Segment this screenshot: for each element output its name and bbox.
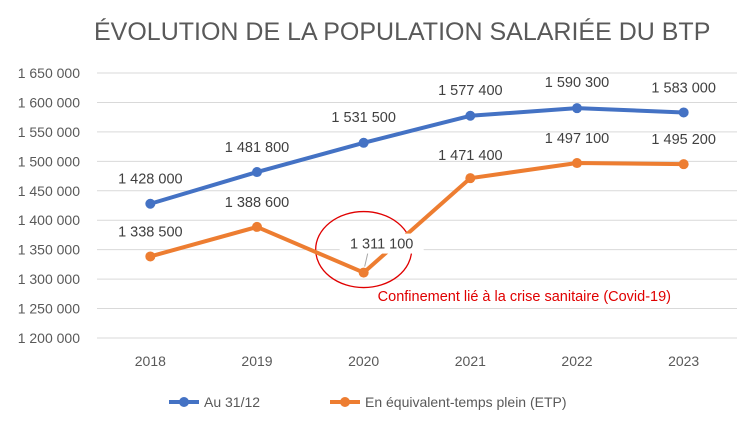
data-point <box>465 110 476 121</box>
y-tick-label: 1 250 000 <box>18 301 80 317</box>
data-label: 1 338 500 <box>118 224 183 240</box>
gridlines <box>97 72 737 339</box>
data-point <box>252 221 262 232</box>
data-label: 1 428 000 <box>118 172 183 188</box>
y-tick-label: 1 550 000 <box>18 124 80 140</box>
series-line <box>149 106 684 206</box>
chart-title: ÉVOLUTION DE LA POPULATION SALARIÉE DU B… <box>94 17 710 46</box>
legend-marker <box>179 397 189 407</box>
data-point <box>572 103 582 114</box>
series-line <box>149 161 684 275</box>
data-point <box>572 158 582 169</box>
x-tick-label: 2018 <box>135 353 166 369</box>
x-tick-label: 2022 <box>561 353 592 369</box>
data-label: 1 497 100 <box>545 131 610 147</box>
data-label: 1 311 100 <box>350 237 413 253</box>
data-point <box>358 267 369 278</box>
y-tick-label: 1 500 000 <box>18 153 80 169</box>
y-tick-label: 1 350 000 <box>18 242 80 258</box>
data-point <box>252 167 262 178</box>
x-tick-label: 2020 <box>348 353 379 369</box>
x-tick-label: 2023 <box>668 353 699 369</box>
x-axis-ticks: 2018 2019 2020 2021 2022 2023 <box>135 353 700 369</box>
y-axis-ticks: 1 200 000 1 250 000 1 300 000 1 350 000 1 40… <box>18 65 80 346</box>
data-labels: 1 428 000 1 481 800 1 531 500 1 577 400 1 59… <box>118 75 716 267</box>
annotation-text: Confinement lié à la crise sanitaire (Co… <box>378 289 671 305</box>
data-label: 1 471 400 <box>438 148 503 164</box>
legend-label: Au 31/12 <box>204 394 260 410</box>
x-tick-label: 2021 <box>455 353 486 369</box>
x-tick-label: 2019 <box>241 353 272 369</box>
y-tick-label: 1 600 000 <box>18 94 80 110</box>
covid-annotation: Confinement lié à la crise sanitaire (Co… <box>315 210 671 305</box>
data-label: 1 590 300 <box>545 75 610 91</box>
data-label: 1 481 800 <box>225 140 290 156</box>
data-label: 1 388 600 <box>225 195 290 211</box>
data-label: 1 583 000 <box>651 80 716 96</box>
legend: Au 31/12 En équivalent-temps plein (ETP) <box>169 394 567 410</box>
label-backdrop <box>339 233 424 254</box>
data-label: 1 495 200 <box>651 132 716 148</box>
data-point <box>465 173 476 184</box>
y-tick-label: 1 400 000 <box>18 212 80 228</box>
data-point <box>145 251 156 262</box>
data-label: 1 531 500 <box>331 110 396 126</box>
y-tick-label: 1 200 000 <box>18 330 80 346</box>
y-tick-label: 1 450 000 <box>18 183 80 199</box>
legend-marker <box>340 397 350 407</box>
data-point <box>678 107 689 118</box>
y-tick-label: 1 300 000 <box>18 271 80 287</box>
series-lines <box>145 103 689 278</box>
leader-line <box>364 253 369 267</box>
data-point <box>358 137 369 148</box>
data-point <box>678 159 689 170</box>
y-tick-label: 1 650 000 <box>18 65 80 81</box>
legend-label: En équivalent-temps plein (ETP) <box>365 394 567 410</box>
data-label: 1 577 400 <box>438 83 503 99</box>
data-point <box>145 198 156 209</box>
